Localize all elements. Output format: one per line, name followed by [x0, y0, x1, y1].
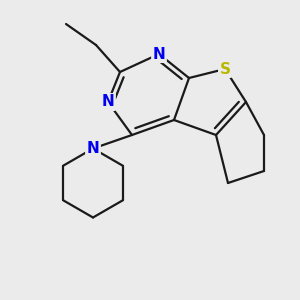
Text: N: N: [87, 141, 99, 156]
Text: S: S: [220, 61, 230, 76]
Text: N: N: [102, 94, 114, 110]
Text: N: N: [153, 46, 165, 62]
